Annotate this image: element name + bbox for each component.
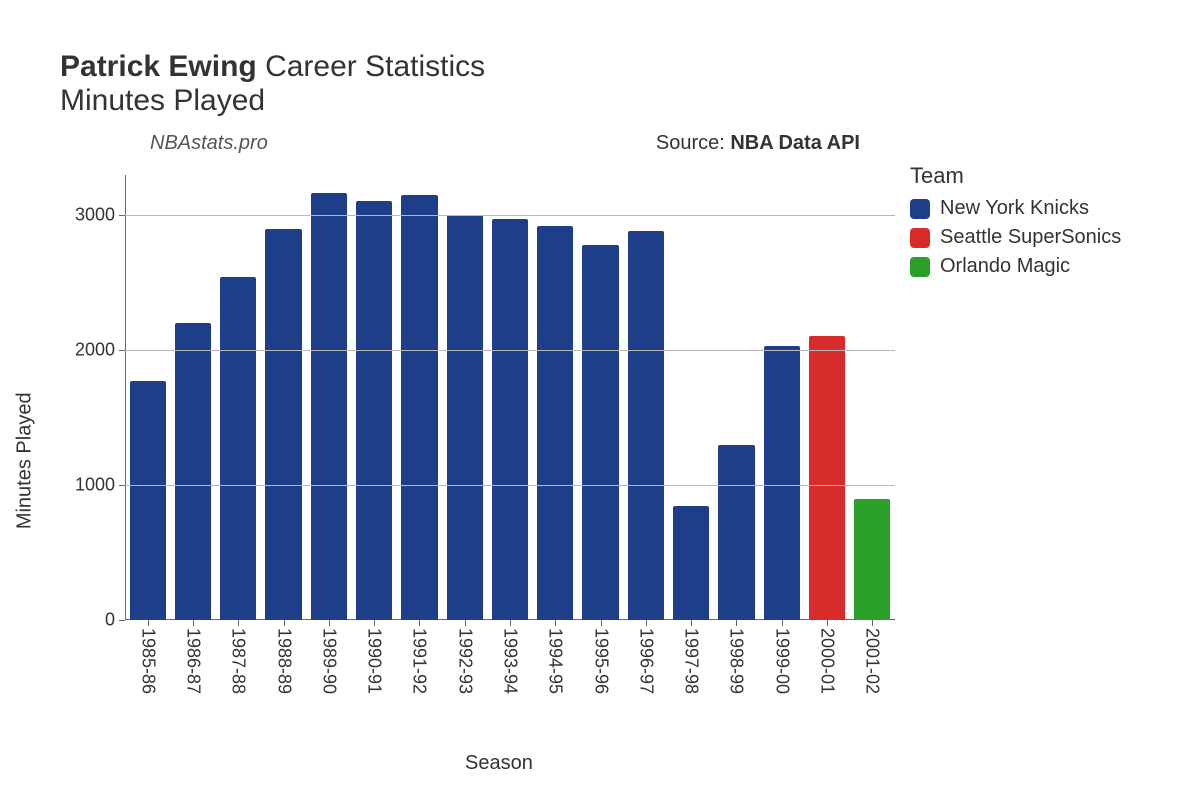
x-tick-mark xyxy=(193,620,194,626)
legend-swatch xyxy=(910,257,930,277)
y-tick-label: 1000 xyxy=(75,475,115,496)
x-tick-label: 1998-99 xyxy=(726,628,747,694)
y-tick-label: 0 xyxy=(105,610,115,631)
source-prefix: Source: xyxy=(656,132,730,154)
bar xyxy=(265,229,301,620)
bar xyxy=(582,245,618,620)
chart-title-line-1: Patrick Ewing Career Statistics xyxy=(60,50,1160,84)
legend-label: Orlando Magic xyxy=(940,255,1070,278)
x-tick-mark xyxy=(148,620,149,626)
x-tick-mark xyxy=(510,620,511,626)
bar xyxy=(537,226,573,620)
x-tick-mark xyxy=(646,620,647,626)
chart-subheader: NBAstats.pro Source: NBA Data API xyxy=(150,132,860,155)
player-name: Patrick Ewing xyxy=(60,50,257,83)
x-tick-mark xyxy=(691,620,692,626)
bar xyxy=(673,506,709,620)
bars-layer xyxy=(125,175,895,620)
x-tick-label: 1988-89 xyxy=(273,628,294,694)
x-tick-label: 1993-94 xyxy=(500,628,521,694)
y-tick-mark xyxy=(119,350,125,351)
x-tick-mark xyxy=(238,620,239,626)
x-tick-label: 2000-01 xyxy=(817,628,838,694)
bar xyxy=(311,193,347,620)
x-tick-mark xyxy=(601,620,602,626)
x-tick-mark xyxy=(827,620,828,626)
legend-title: Team xyxy=(910,163,1121,189)
legend-item: Seattle SuperSonics xyxy=(910,226,1121,249)
x-tick-label: 1997-98 xyxy=(681,628,702,694)
legend-item: New York Knicks xyxy=(910,197,1121,220)
bar xyxy=(130,381,166,620)
x-tick-label: 1995-96 xyxy=(590,628,611,694)
x-axis-title: Season xyxy=(465,752,533,775)
bar xyxy=(401,195,437,620)
y-tick-mark xyxy=(119,485,125,486)
x-tick-label: 1990-91 xyxy=(364,628,385,694)
x-tick-mark xyxy=(419,620,420,626)
bar xyxy=(718,445,754,620)
x-tick-label: 1985-86 xyxy=(137,628,158,694)
x-tick-mark xyxy=(284,620,285,626)
x-tick-mark xyxy=(329,620,330,626)
legend-label: New York Knicks xyxy=(940,197,1089,220)
x-tick-mark xyxy=(555,620,556,626)
legend-swatch xyxy=(910,228,930,248)
x-tick-label: 1986-87 xyxy=(182,628,203,694)
title-suffix: Career Statistics xyxy=(257,50,485,83)
bar xyxy=(764,346,800,620)
x-tick-mark xyxy=(374,620,375,626)
gridline xyxy=(125,485,895,486)
x-tick-label: 1996-97 xyxy=(635,628,656,694)
y-axis-title: Minutes Played xyxy=(14,392,37,529)
bar xyxy=(447,215,483,620)
bar xyxy=(175,323,211,620)
bar xyxy=(809,336,845,620)
legend-item: Orlando Magic xyxy=(910,255,1121,278)
x-tick-label: 1989-90 xyxy=(318,628,339,694)
chart-container: Patrick Ewing Career Statistics Minutes … xyxy=(0,0,1200,800)
gridline xyxy=(125,350,895,351)
y-tick-mark xyxy=(119,620,125,621)
x-tick-mark xyxy=(872,620,873,626)
bar xyxy=(492,219,528,620)
legend: Team New York Knicks Seattle SuperSonics O… xyxy=(910,163,1121,284)
x-tick-label: 1991-92 xyxy=(409,628,430,694)
bar xyxy=(628,231,664,620)
bar xyxy=(854,499,890,620)
x-tick-label: 1994-95 xyxy=(545,628,566,694)
bar xyxy=(356,201,392,620)
source-label: Source: NBA Data API xyxy=(656,132,860,155)
x-tick-mark xyxy=(465,620,466,626)
chart-area: Minutes Played Season 01000200030001985-… xyxy=(70,175,1160,765)
y-tick-label: 3000 xyxy=(75,205,115,226)
source-name: NBA Data API xyxy=(730,132,860,154)
x-tick-mark xyxy=(736,620,737,626)
legend-label: Seattle SuperSonics xyxy=(940,226,1121,249)
x-tick-label: 1999-00 xyxy=(771,628,792,694)
y-tick-mark xyxy=(119,215,125,216)
x-tick-mark xyxy=(782,620,783,626)
y-tick-label: 2000 xyxy=(75,340,115,361)
chart-metric-title: Minutes Played xyxy=(60,84,1160,118)
x-tick-label: 1992-93 xyxy=(454,628,475,694)
x-tick-label: 2001-02 xyxy=(862,628,883,694)
legend-swatch xyxy=(910,199,930,219)
plot-region: 01000200030001985-861986-871987-881988-8… xyxy=(125,175,895,620)
chart-title-block: Patrick Ewing Career Statistics Minutes … xyxy=(60,50,1160,118)
x-tick-label: 1987-88 xyxy=(228,628,249,694)
brand-label: NBAstats.pro xyxy=(150,132,268,155)
gridline xyxy=(125,215,895,216)
bar xyxy=(220,277,256,620)
